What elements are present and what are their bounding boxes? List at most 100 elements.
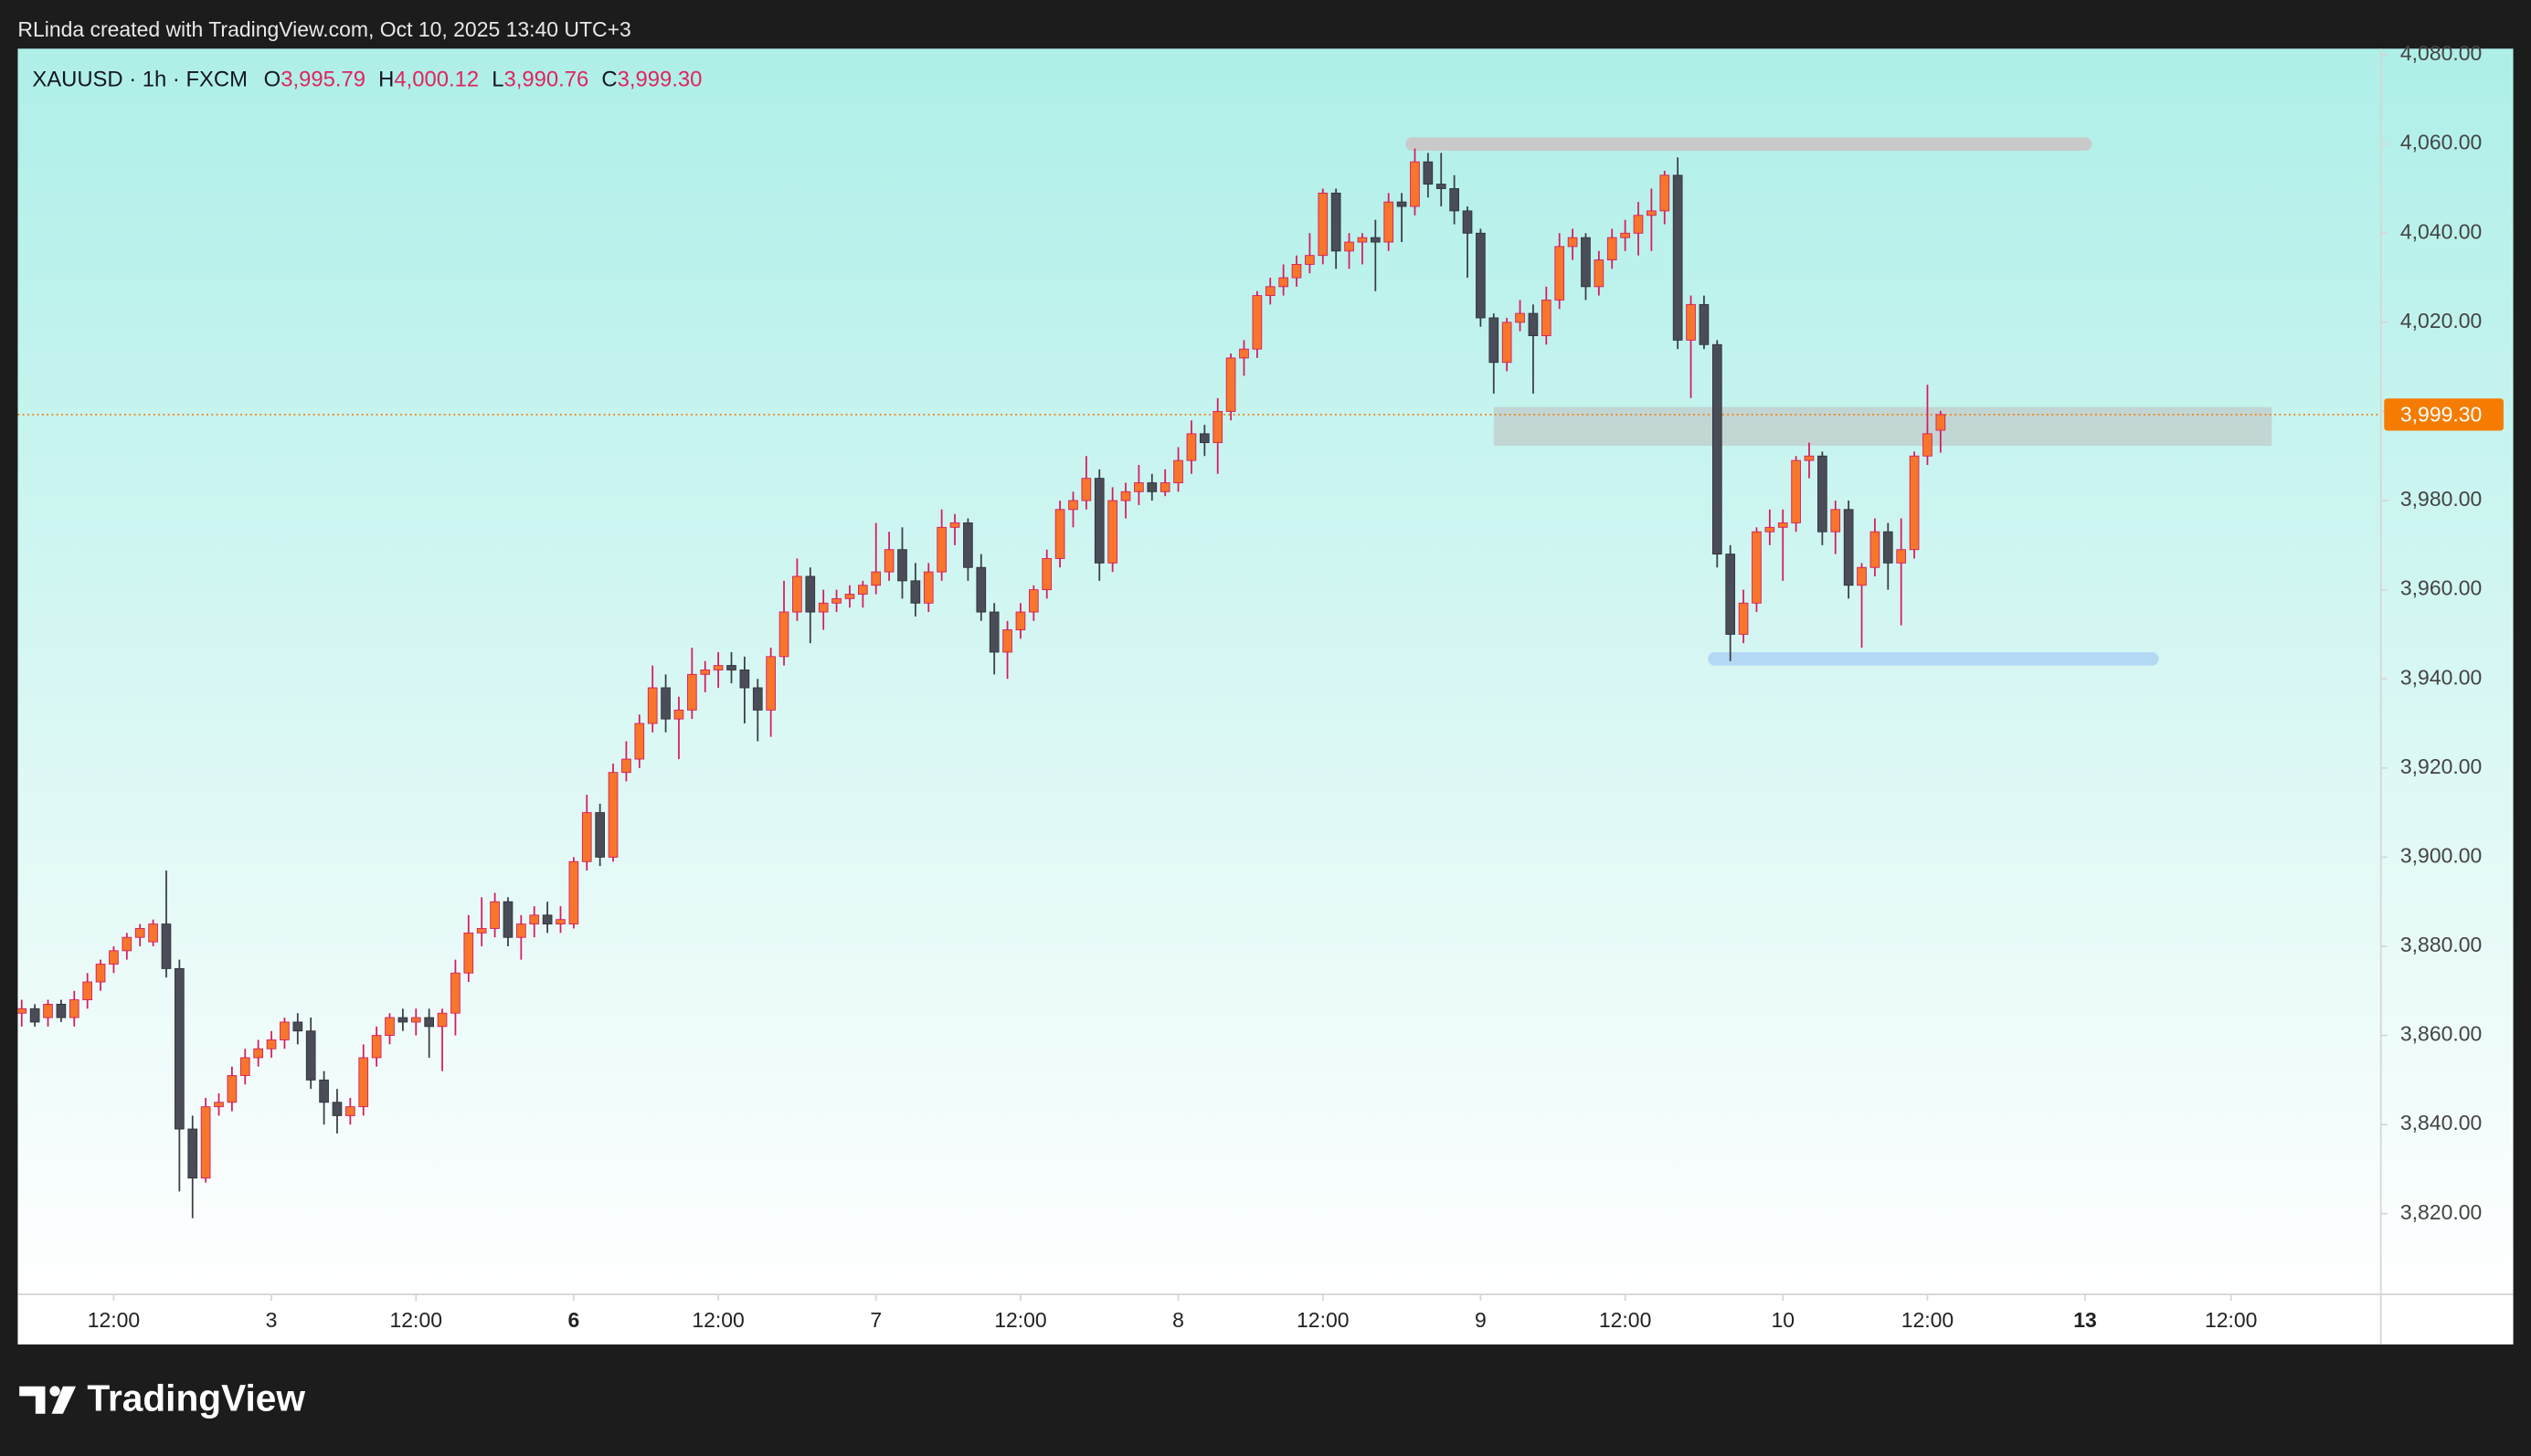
candle-body <box>1909 455 1920 551</box>
candle-body <box>1738 602 1749 635</box>
candle-body <box>476 928 487 934</box>
brand-logo <box>19 1386 77 1414</box>
time-axis <box>17 1294 2514 1345</box>
legend-value: 3,990.76 <box>503 68 588 92</box>
candle-body <box>490 901 500 929</box>
symbol-legend: XAUUSD · 1h · FXCM O3,995.79 H4,000.12 L3,9… <box>32 68 702 92</box>
candle-body <box>1081 478 1092 501</box>
candle-body <box>43 1003 53 1018</box>
candle-body <box>661 687 671 720</box>
x-tick-label: 12:00 <box>1599 1308 1651 1332</box>
candle-body <box>1581 237 1591 288</box>
x-tick-label: 7 <box>870 1308 882 1332</box>
candle-body <box>963 522 973 568</box>
candle-body <box>1922 433 1933 457</box>
zone <box>1405 137 2092 152</box>
candle-body <box>1528 312 1539 336</box>
candle-body <box>1199 433 1210 444</box>
candle-body <box>858 585 868 595</box>
x-tick-label: 6 <box>568 1308 580 1332</box>
candle-body <box>1278 277 1288 288</box>
candle-body <box>923 571 934 604</box>
y-tick-label: 3,880.00 <box>2400 933 2482 956</box>
x-tick-label: 9 <box>1475 1308 1487 1332</box>
x-tick-label: 12:00 <box>1297 1308 1349 1332</box>
candle-body <box>1318 192 1329 257</box>
candle-body <box>1370 237 1381 243</box>
candle-body <box>161 923 172 969</box>
candle-body <box>1882 531 1893 564</box>
candle-body <box>1647 210 1657 216</box>
candle-body <box>1777 522 1788 528</box>
candle-body <box>266 1039 277 1050</box>
candle-body <box>1686 303 1696 341</box>
logo-mark <box>51 1386 77 1414</box>
candle-body <box>1134 482 1144 492</box>
legend-key: C <box>601 68 617 92</box>
candle-body <box>1042 558 1053 591</box>
candle-body <box>713 665 724 670</box>
candle-body <box>1488 317 1499 364</box>
candle-body <box>17 1008 27 1014</box>
candle-body <box>134 928 145 938</box>
candle-body <box>989 611 1000 653</box>
candle-body <box>1068 500 1078 511</box>
candle-body <box>1699 303 1710 345</box>
candle-body <box>503 901 514 938</box>
candle-body <box>1476 232 1486 319</box>
candle-body <box>292 1021 303 1032</box>
candle-body <box>949 522 960 528</box>
candle-body <box>910 580 921 604</box>
candle-body <box>1107 500 1117 564</box>
candle-body <box>1725 554 1736 635</box>
candle-body <box>397 1017 408 1023</box>
candle-body <box>1120 491 1131 501</box>
candle-body <box>871 571 882 586</box>
y-tick-label: 3,980.00 <box>2400 487 2482 511</box>
y-tick-label: 4,080.00 <box>2400 41 2482 65</box>
candle-body <box>1186 433 1197 461</box>
candle-body <box>253 1048 263 1059</box>
symbol: XAUUSD · 1h · FXCM <box>32 68 248 92</box>
x-tick-label: 3 <box>266 1308 278 1332</box>
candle-body <box>726 665 736 670</box>
candle-body <box>1225 357 1236 412</box>
candle-body <box>1449 188 1459 212</box>
x-tick-label: 12:00 <box>994 1308 1046 1332</box>
candle-body <box>595 812 605 858</box>
candle-body <box>1567 237 1578 248</box>
candle-body <box>608 772 619 858</box>
zone <box>1493 406 2272 447</box>
candle-body <box>1383 201 1394 243</box>
candle-body <box>280 1021 290 1040</box>
candle-body <box>818 602 829 613</box>
candle-body <box>1357 237 1368 243</box>
candle-body <box>69 999 79 1018</box>
candle-body <box>29 1008 40 1023</box>
candle-body <box>450 972 461 1014</box>
zone <box>1708 651 2159 666</box>
y-tick-label: 3,840.00 <box>2400 1111 2482 1134</box>
candle-body <box>371 1035 382 1059</box>
candle-body <box>1265 286 1276 297</box>
candle-body <box>358 1057 369 1108</box>
candle-body <box>1896 549 1907 564</box>
candle-body <box>1002 629 1012 653</box>
candle-body <box>1541 300 1551 336</box>
legend-key: H <box>378 68 394 92</box>
candle-body <box>1423 161 1434 185</box>
candle-body <box>1213 411 1223 444</box>
candle-body <box>1659 174 1670 212</box>
candle-body <box>1620 232 1630 238</box>
x-tick-label: 12:00 <box>88 1308 140 1332</box>
candle-body <box>687 673 697 711</box>
candle-body <box>884 549 895 573</box>
candle-body <box>319 1079 329 1103</box>
candle-body <box>1160 482 1170 492</box>
y-tick-label: 4,040.00 <box>2400 219 2482 243</box>
candle-body <box>1935 414 1946 431</box>
candle-body <box>1791 459 1801 523</box>
logo-mark <box>19 1386 46 1414</box>
candle-body <box>1239 348 1249 359</box>
